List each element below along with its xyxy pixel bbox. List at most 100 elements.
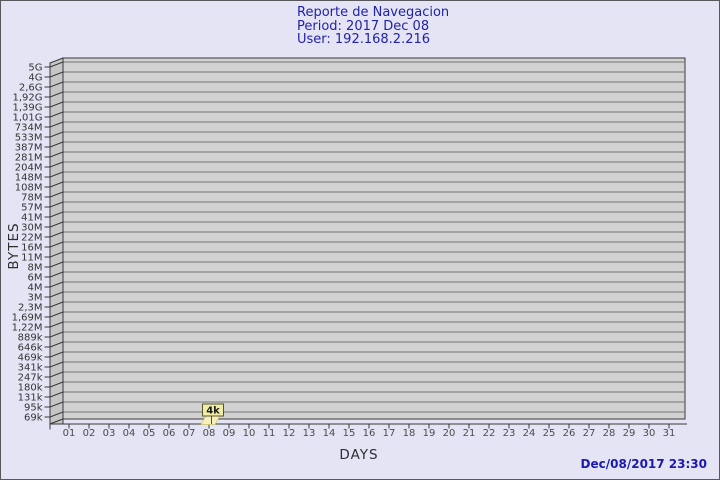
x-tick-label: 22 (483, 428, 496, 439)
x-tick-label: 08 (203, 428, 216, 439)
y-tick-label: 889k (18, 333, 43, 344)
y-tick-label: 69k (24, 413, 43, 424)
wall-grid-slash (49, 81, 64, 88)
y-tick-label: 387M (15, 143, 43, 154)
wall-grid-slash (49, 261, 64, 268)
x-tick-label: 02 (83, 428, 96, 439)
x-axis-title: DAYS (339, 447, 378, 463)
y-tick-label: 5G (28, 63, 42, 74)
annotation-value-label: 4k (206, 406, 220, 417)
y-tick-label: 1,39G (12, 103, 42, 114)
x-tick-label: 18 (403, 428, 416, 439)
generated-timestamp: Dec/08/2017 23:30 (580, 457, 707, 471)
wall-grid-slash (49, 161, 64, 168)
wall-grid-slash (49, 101, 64, 108)
wall-grid-slash (49, 71, 64, 78)
x-tick-label: 04 (123, 428, 136, 439)
wall-grid-slash (49, 381, 64, 388)
wall-grid-slash (49, 391, 64, 398)
wall-grid-slash (49, 291, 64, 298)
wall-grid-slash (49, 401, 64, 408)
wall-grid-slash (49, 201, 64, 208)
wall-grid-slash (49, 191, 64, 198)
y-tick-label: 469k (18, 353, 43, 364)
y-tick-label: 1,92G (12, 93, 42, 104)
y-tick-label: 57M (21, 203, 42, 214)
y-tick-label: 131k (18, 393, 43, 404)
y-tick-label: 95k (24, 403, 43, 414)
x-tick-label: 14 (323, 428, 336, 439)
y-tick-label: 3M (28, 293, 43, 304)
wall-grid-slash (49, 351, 64, 358)
wall-grid-slash (49, 151, 64, 158)
report-user: User: 192.168.2.216 (297, 32, 431, 47)
report-period: Period: 2017 Dec 08 (297, 18, 430, 34)
y-tick-label: 1,01G (12, 113, 42, 124)
wall-grid-slash (49, 241, 64, 248)
x-tick-label: 06 (163, 428, 176, 439)
y-tick-label: 1,69M (12, 313, 43, 324)
y-tick-label: 1,22M (12, 323, 43, 334)
x-tick-label: 16 (363, 428, 376, 439)
x-tick-label: 23 (503, 428, 516, 439)
x-tick-label: 13 (303, 428, 316, 439)
x-tick-label: 31 (663, 428, 676, 439)
wall-grid-slash (49, 111, 64, 118)
x-tick-label: 17 (383, 428, 396, 439)
x-tick-label: 05 (143, 428, 156, 439)
y-tick-label: 2,3M (18, 303, 43, 314)
y-tick-label: 11M (21, 253, 42, 264)
wall-grid-slash (49, 411, 64, 418)
y-tick-label: 2,6G (19, 83, 43, 94)
wall-grid-slash (49, 121, 64, 128)
wall-grid-slash (49, 211, 64, 218)
wall-grid-slash (49, 341, 64, 348)
x-tick-label: 09 (223, 428, 236, 439)
y-tick-label: 533M (15, 133, 43, 144)
y-tick-label: 8M (28, 263, 43, 274)
y-tick-label: 180k (18, 383, 43, 394)
x-tick-label: 15 (343, 428, 356, 439)
wall-grid-slash (49, 181, 64, 188)
wall-grid-slash (49, 331, 64, 338)
x-tick-label: 24 (523, 428, 536, 439)
x-tick-label: 11 (263, 428, 276, 439)
x-tick-label: 27 (583, 428, 596, 439)
wall-grid-slash (49, 231, 64, 238)
x-tick-label: 26 (563, 428, 576, 439)
y-tick-label: 108M (15, 183, 43, 194)
wall-grid-slash (49, 371, 64, 378)
wall-grid-slash (49, 321, 64, 328)
x-tick-label: 07 (183, 428, 196, 439)
wall-grid-slash (49, 61, 64, 68)
x-tick-label: 28 (603, 428, 616, 439)
y-tick-label: 4M (28, 283, 43, 294)
wall-grid-slash (49, 141, 64, 148)
wall-grid-slash (49, 221, 64, 228)
y-tick-label: 204M (15, 163, 43, 174)
wall-grid-slash (49, 281, 64, 288)
y-tick-label: 646k (18, 343, 43, 354)
wall-grid-slash (49, 301, 64, 308)
annotation-box (202, 403, 224, 417)
y-tick-label: 78M (21, 193, 42, 204)
y-tick-label: 16M (21, 243, 42, 254)
x-tick-label: 29 (623, 428, 636, 439)
report-header: Reporte de Navegacion Period: 2017 Dec 0… (297, 6, 449, 47)
x-tick-label: 20 (443, 428, 456, 439)
y-tick-label: 247k (18, 373, 43, 384)
x-tick-label: 03 (103, 428, 116, 439)
x-tick-label: 10 (243, 428, 256, 439)
plot-area (62, 57, 686, 420)
report-title: Reporte de Navegacion (297, 5, 450, 20)
wall-grid-slash (49, 91, 64, 98)
y-tick-label: 4G (28, 73, 42, 84)
wall-grid-slash (49, 361, 64, 368)
y-tick-label: 734M (15, 123, 43, 134)
wall-grid-slash (49, 311, 64, 318)
y-tick-label: 30M (21, 223, 42, 234)
wall-grid-slash (49, 131, 64, 138)
x-tick-label: 19 (423, 428, 436, 439)
